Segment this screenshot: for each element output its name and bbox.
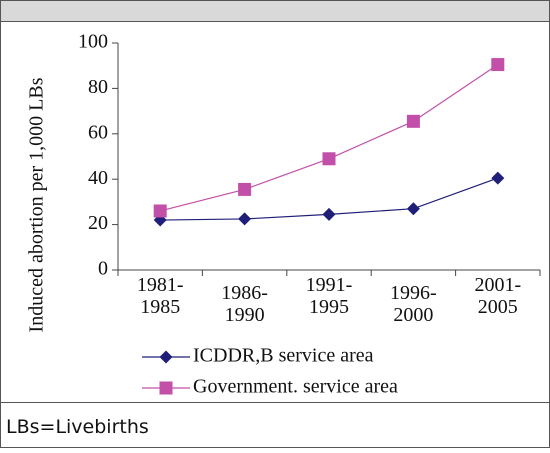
- x-tick-label: 1981-1985: [136, 274, 184, 318]
- data-point: [491, 171, 505, 185]
- y-tick-label: 60: [88, 121, 108, 143]
- data-point: [322, 207, 336, 221]
- data-point: [406, 202, 420, 216]
- data-point: [238, 182, 252, 196]
- y-tick-label: 40: [88, 167, 108, 189]
- data-point: [491, 58, 505, 72]
- y-tick-label: 20: [88, 212, 108, 234]
- data-point: [406, 114, 420, 128]
- data-point: [153, 204, 167, 218]
- data-point: [238, 212, 252, 226]
- data-point: [322, 152, 336, 166]
- footnote: LBs=Livebirths: [6, 416, 149, 438]
- legend-marker: [159, 350, 173, 364]
- y-tick-label: 80: [88, 76, 108, 98]
- y-tick-label: 0: [98, 258, 108, 280]
- x-tick-label: 2001-2005: [474, 274, 522, 318]
- header-bar: [0, 0, 550, 22]
- legend-label: Government. service area: [193, 376, 398, 398]
- legend-marker: [159, 381, 173, 395]
- legend-label: ICDDR,B service area: [193, 345, 374, 367]
- x-tick-label: 1986-1990: [221, 282, 268, 326]
- y-tick-label: 100: [78, 31, 108, 53]
- x-tick-label: 1996-2000: [390, 282, 437, 326]
- x-tick-label: 1991-1995: [305, 274, 353, 318]
- y-axis-label: Induced abortion per 1,000 LBs: [26, 77, 48, 332]
